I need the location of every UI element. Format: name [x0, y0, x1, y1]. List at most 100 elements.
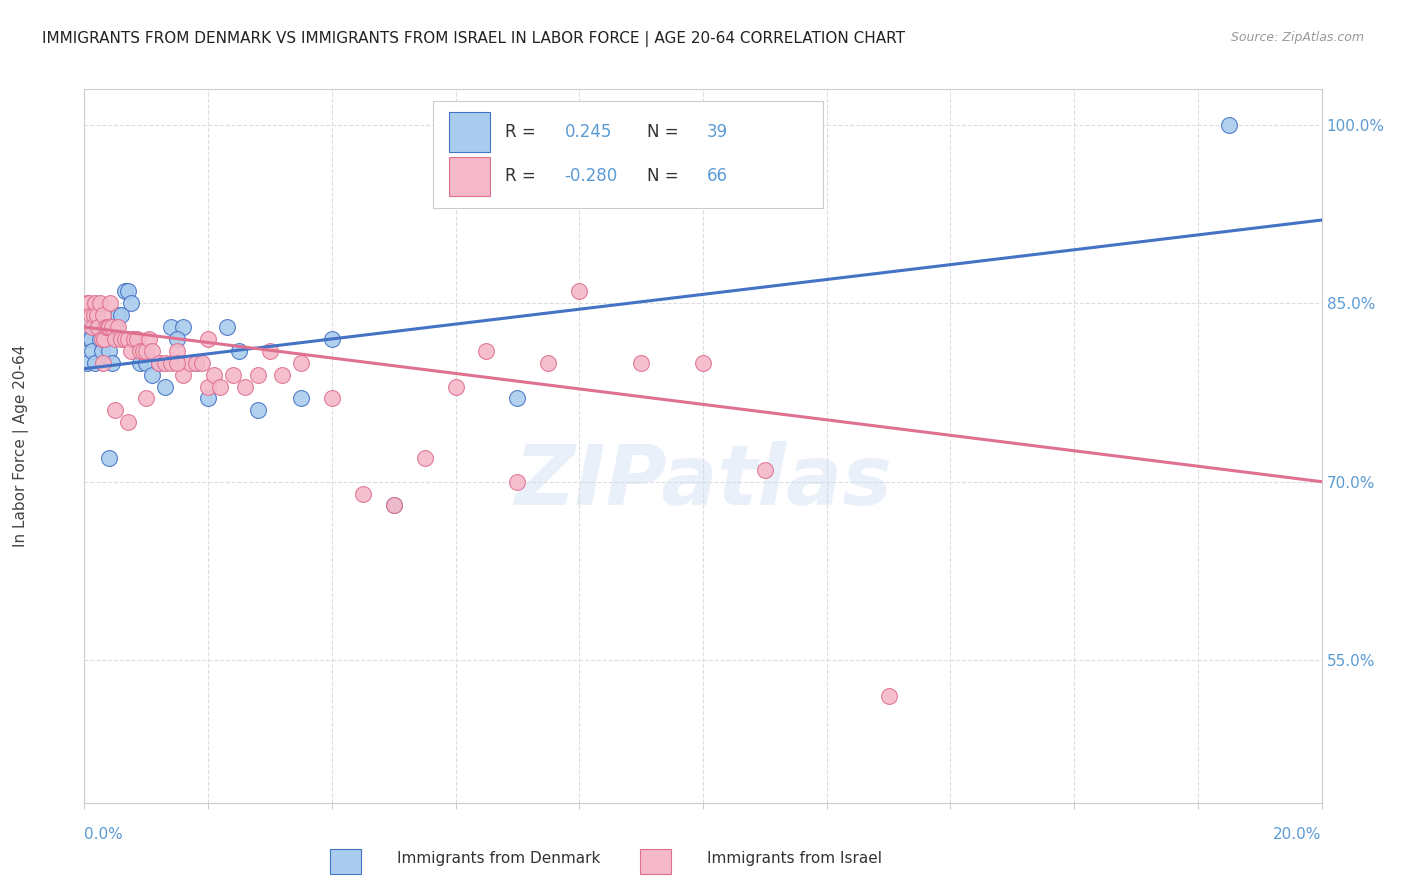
- Point: [506, 475, 529, 489]
- Point: [129, 356, 152, 370]
- Point: [110, 332, 132, 346]
- Point: [148, 356, 170, 370]
- Point: [321, 332, 343, 346]
- Point: [568, 285, 591, 299]
- Point: [475, 343, 498, 358]
- Text: ZIPatlas: ZIPatlas: [515, 442, 891, 522]
- Point: [83, 308, 105, 322]
- Text: Immigrants from Israel: Immigrants from Israel: [707, 851, 882, 865]
- Point: [117, 415, 139, 429]
- Point: [94, 320, 117, 334]
- Point: [506, 392, 529, 406]
- Point: [197, 392, 219, 406]
- Point: [80, 320, 103, 334]
- Text: R =: R =: [505, 168, 541, 186]
- Point: [352, 486, 374, 500]
- Point: [104, 320, 127, 334]
- Point: [160, 356, 183, 370]
- Point: [89, 332, 111, 346]
- Text: 39: 39: [707, 123, 728, 141]
- Point: [135, 343, 157, 358]
- Point: [877, 689, 900, 703]
- Text: 0.245: 0.245: [564, 123, 612, 141]
- Text: R =: R =: [505, 123, 541, 141]
- Point: [97, 320, 120, 334]
- Point: [141, 343, 163, 358]
- Point: [222, 368, 245, 382]
- Point: [77, 296, 100, 310]
- Point: [246, 368, 269, 382]
- Text: N =: N =: [647, 123, 685, 141]
- Point: [138, 332, 160, 346]
- Point: [98, 320, 121, 334]
- Point: [122, 332, 145, 346]
- Point: [197, 379, 219, 393]
- Point: [754, 463, 776, 477]
- Point: [80, 343, 103, 358]
- Point: [1218, 118, 1240, 132]
- FancyBboxPatch shape: [450, 112, 491, 152]
- Point: [215, 320, 238, 334]
- Point: [290, 356, 312, 370]
- Point: [101, 356, 124, 370]
- Point: [179, 356, 201, 370]
- Point: [537, 356, 560, 370]
- Point: [290, 392, 312, 406]
- Point: [382, 499, 405, 513]
- Text: N =: N =: [647, 168, 685, 186]
- Point: [228, 343, 250, 358]
- Point: [132, 343, 155, 358]
- Text: 0.0%: 0.0%: [84, 827, 124, 841]
- Point: [107, 308, 129, 322]
- Point: [110, 308, 132, 322]
- Point: [91, 308, 114, 322]
- Point: [86, 320, 108, 334]
- Point: [93, 332, 115, 346]
- Point: [321, 392, 343, 406]
- Text: 20.0%: 20.0%: [1274, 827, 1322, 841]
- Point: [692, 356, 714, 370]
- Point: [104, 403, 127, 417]
- Point: [129, 343, 152, 358]
- Point: [259, 343, 281, 358]
- Point: [104, 332, 127, 346]
- Text: -0.280: -0.280: [564, 168, 617, 186]
- Point: [83, 320, 105, 334]
- Point: [98, 343, 121, 358]
- Point: [166, 356, 188, 370]
- Point: [101, 320, 124, 334]
- Point: [114, 285, 136, 299]
- Point: [89, 296, 111, 310]
- Point: [79, 308, 101, 322]
- Point: [117, 332, 139, 346]
- Point: [153, 356, 176, 370]
- FancyBboxPatch shape: [450, 157, 491, 196]
- Point: [84, 296, 107, 310]
- Point: [382, 499, 405, 513]
- Point: [87, 320, 110, 334]
- Text: IMMIGRANTS FROM DENMARK VS IMMIGRANTS FROM ISRAEL IN LABOR FORCE | AGE 20-64 COR: IMMIGRANTS FROM DENMARK VS IMMIGRANTS FR…: [42, 31, 905, 47]
- Point: [76, 356, 98, 370]
- Point: [197, 332, 219, 346]
- Point: [86, 308, 108, 322]
- Point: [141, 368, 163, 382]
- Point: [166, 343, 188, 358]
- Point: [84, 356, 107, 370]
- Point: [172, 368, 194, 382]
- Point: [91, 320, 114, 334]
- Point: [444, 379, 467, 393]
- Point: [135, 356, 157, 370]
- FancyBboxPatch shape: [433, 102, 823, 209]
- Point: [79, 332, 101, 346]
- Point: [184, 356, 207, 370]
- Point: [107, 320, 129, 334]
- Point: [209, 379, 232, 393]
- Point: [191, 356, 214, 370]
- Text: Immigrants from Denmark: Immigrants from Denmark: [398, 851, 600, 865]
- Point: [184, 356, 207, 370]
- Point: [76, 296, 98, 310]
- Point: [90, 332, 112, 346]
- Point: [271, 368, 294, 382]
- Point: [120, 343, 142, 358]
- Text: 66: 66: [707, 168, 728, 186]
